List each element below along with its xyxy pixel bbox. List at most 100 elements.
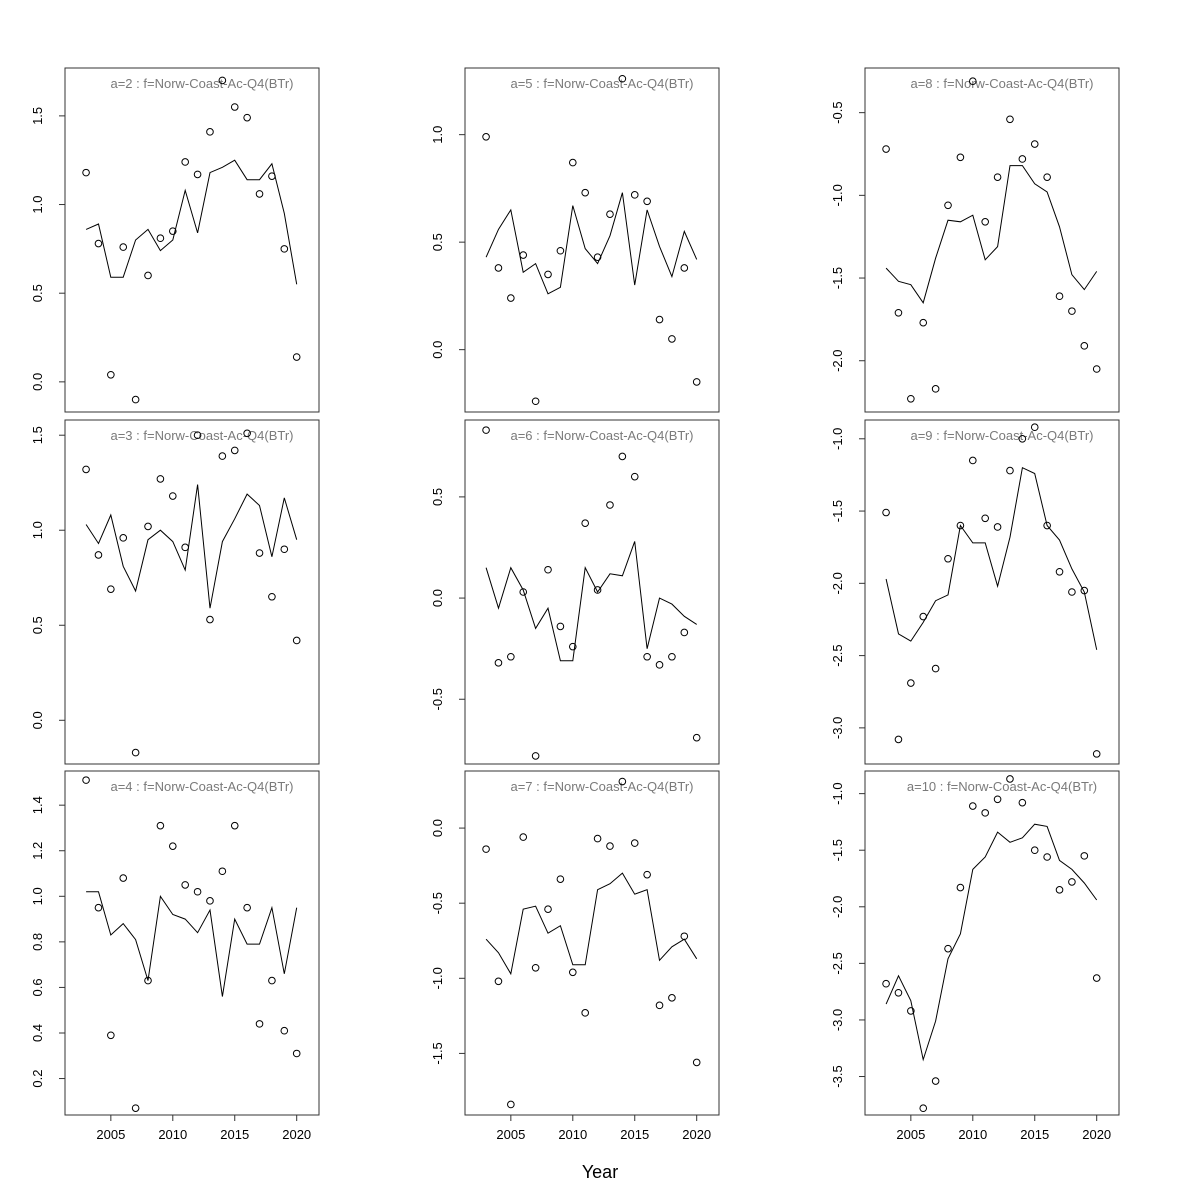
observed-point <box>907 679 915 687</box>
observed-point <box>230 103 239 111</box>
observed-point <box>593 253 602 262</box>
observed-point <box>168 227 177 235</box>
panel-a10: a=10 : f=Norw-Coast-Ac-Q4(BTr) -3.5 -3.0 -2… <box>830 770 1120 1142</box>
panel-a3: a=3 : f=Norw-Coast-Ac-Q4(BTr) 0.0 0.5 1.0 1.… <box>30 419 320 765</box>
observed-point <box>494 264 503 272</box>
x-tick-label: 2005 <box>896 1127 925 1142</box>
observed-point <box>655 1001 664 1010</box>
plot-frame <box>864 67 1120 413</box>
observed-point <box>156 234 165 243</box>
y-tick-label: -1.5 <box>830 267 845 289</box>
y-tick-label: -2.0 <box>830 896 845 918</box>
observed-point <box>655 315 664 324</box>
fitted-line <box>885 165 1098 304</box>
y-tick-label: -1.0 <box>430 967 445 989</box>
y-tick-label: 0.0 <box>430 589 445 607</box>
observed-point <box>131 748 140 757</box>
panel-title: a=2 : f=Norw-Coast-Ac-Q4(BTr) <box>110 76 293 91</box>
observed-point <box>680 264 689 272</box>
observed-point <box>606 842 614 850</box>
y-tick-label: 0.4 <box>30 1024 45 1042</box>
x-tick-label: 2010 <box>958 1127 987 1142</box>
observed-point <box>1006 466 1014 475</box>
observed-point <box>919 612 928 621</box>
observed-point <box>1055 292 1064 301</box>
y-tick-label: 0.0 <box>430 341 445 359</box>
y-tick-label: -0.5 <box>830 101 845 123</box>
observed-point <box>1006 115 1014 124</box>
y-tick-label: 1.0 <box>430 126 445 144</box>
observed-point <box>1018 798 1027 807</box>
observed-point <box>494 977 503 986</box>
observed-point <box>94 239 103 248</box>
observed-point <box>1068 588 1076 596</box>
panel-title: a=3 : f=Norw-Coast-Ac-Q4(BTr) <box>110 428 293 443</box>
observed-point <box>568 968 577 977</box>
observed-point <box>82 776 90 784</box>
observed-point <box>643 197 651 206</box>
observed-point <box>193 431 202 440</box>
panel-title: a=9 : f=Norw-Coast-Ac-Q4(BTr) <box>910 428 1093 443</box>
observed-point <box>494 659 503 667</box>
observed-point <box>606 210 614 218</box>
observed-point <box>507 1100 515 1109</box>
plot-frame <box>64 419 320 765</box>
observed-point <box>107 370 115 379</box>
y-tick-label: 1.2 <box>30 842 45 860</box>
observed-point <box>119 534 128 542</box>
y-tick-label: -1.5 <box>830 500 845 522</box>
observed-point <box>230 446 239 455</box>
panel-a7: a=7 : f=Norw-Coast-Ac-Q4(BTr) -1.5 -1.0 -0.… <box>430 770 720 1142</box>
observed-point <box>581 188 589 197</box>
y-tick-label: -1.5 <box>830 839 845 861</box>
panel-title: a=7 : f=Norw-Coast-Ac-Q4(BTr) <box>510 779 693 794</box>
fitted-line <box>86 891 298 997</box>
observed-point <box>144 522 152 531</box>
observed-point <box>1018 434 1027 443</box>
observed-point <box>243 903 251 912</box>
observed-point <box>1080 342 1089 350</box>
y-tick-label: -2.0 <box>830 350 845 372</box>
y-tick-label: -0.5 <box>430 688 445 710</box>
panel-a4: a=4 : f=Norw-Coast-Ac-Q4(BTr) 0.2 0.4 0.6 0.… <box>30 770 320 1142</box>
y-tick-label: 1.0 <box>30 195 45 213</box>
panel-a2: a=2 : f=Norw-Coast-Ac-Q4(BTr) 0.0 0.5 1.0 1.… <box>30 67 320 413</box>
observed-point <box>668 335 676 343</box>
observed-point <box>944 554 952 563</box>
observed-point <box>268 592 276 601</box>
observed-point <box>919 1104 928 1113</box>
observed-point <box>218 452 227 460</box>
observed-point <box>94 551 103 559</box>
y-tick-label: 0.5 <box>30 284 45 302</box>
panel-a5: a=5 : f=Norw-Coast-Ac-Q4(BTr) 0.0 0.5 1.0 <box>430 67 720 413</box>
panel-a9: a=9 : f=Norw-Coast-Ac-Q4(BTr) -3.0 -2.5 -2.… <box>830 419 1120 765</box>
observed-point <box>630 839 639 847</box>
observed-point <box>643 652 651 661</box>
observed-point <box>643 870 651 879</box>
observed-point <box>144 271 152 280</box>
plot-frame <box>864 770 1120 1116</box>
observed-point <box>1068 878 1076 886</box>
observed-point <box>882 508 890 517</box>
observed-point <box>1018 155 1027 163</box>
observed-point <box>519 251 528 259</box>
observed-point <box>556 875 565 883</box>
observed-point <box>668 994 676 1002</box>
y-tick-label: 0.0 <box>30 711 45 729</box>
observed-point <box>268 172 276 180</box>
observed-point <box>531 397 540 406</box>
observed-point <box>181 158 189 166</box>
x-tick-label: 2010 <box>558 1127 587 1142</box>
observed-point <box>618 452 627 461</box>
y-tick-label: 0.6 <box>30 978 45 996</box>
observed-point <box>544 270 552 279</box>
observed-point <box>280 1026 289 1035</box>
observed-point <box>556 622 565 631</box>
observed-point <box>156 821 165 830</box>
observed-point <box>630 191 639 199</box>
observed-point <box>680 628 689 637</box>
observed-point <box>1006 775 1014 783</box>
observed-point <box>544 905 552 914</box>
y-tick-label: -2.5 <box>830 644 845 666</box>
